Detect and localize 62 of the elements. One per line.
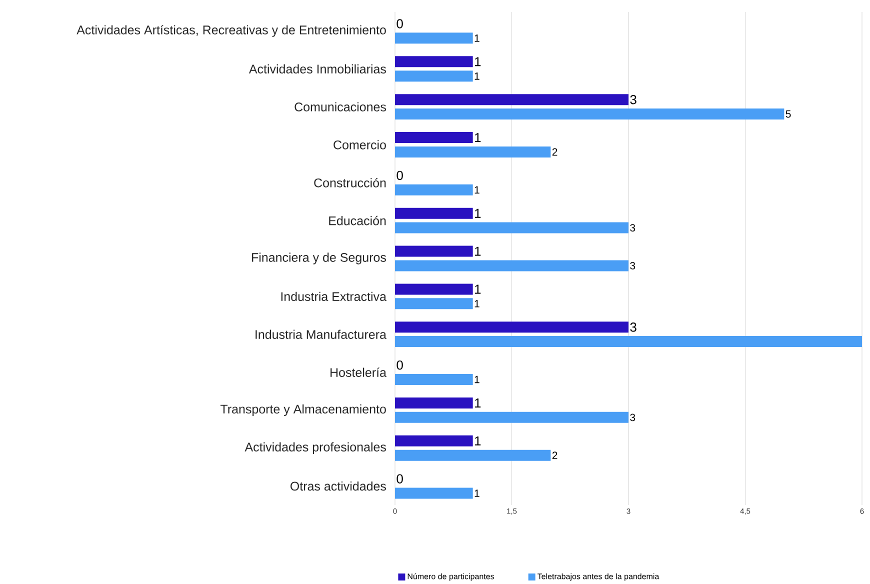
bar bbox=[395, 488, 473, 499]
y-tick-label: Construcción bbox=[314, 178, 386, 188]
bar bbox=[395, 397, 473, 408]
data-label: 3 bbox=[630, 262, 636, 270]
y-tick-label: Educación bbox=[329, 216, 386, 226]
y-tick-label: Financiera y de Seguros bbox=[252, 252, 386, 264]
bar bbox=[395, 322, 629, 333]
y-tick-label: Comercio bbox=[334, 140, 386, 150]
bar bbox=[395, 450, 551, 461]
bar bbox=[395, 94, 629, 106]
data-label: 1 bbox=[475, 208, 481, 218]
y-tick-label: Actividades profesionales bbox=[244, 442, 386, 454]
data-label: 5 bbox=[786, 110, 791, 118]
bar bbox=[395, 374, 473, 385]
bar bbox=[395, 246, 473, 257]
bar bbox=[395, 298, 473, 310]
data-label: 3 bbox=[630, 224, 636, 232]
bar bbox=[395, 146, 551, 158]
data-label: 0 bbox=[396, 360, 403, 370]
bar bbox=[395, 412, 629, 423]
bar bbox=[395, 108, 784, 120]
data-label: 2 bbox=[552, 148, 558, 156]
bar bbox=[395, 260, 629, 272]
bar bbox=[395, 435, 473, 446]
legend-label: Número de participantes bbox=[408, 573, 494, 581]
data-label: 0 bbox=[396, 170, 403, 180]
data-label: 3 bbox=[630, 414, 636, 422]
data-label: 1 bbox=[474, 72, 480, 80]
y-tick-label: Transporte y Almacenamiento bbox=[220, 404, 386, 416]
data-label: 1 bbox=[475, 284, 481, 294]
bar bbox=[395, 284, 473, 295]
data-label: 3 bbox=[630, 95, 636, 104]
bar bbox=[395, 56, 473, 68]
bar bbox=[395, 70, 473, 82]
data-label: 1 bbox=[475, 133, 481, 142]
data-label: 1 bbox=[474, 186, 480, 194]
legend-label: Teletrabajos antes de la pandemia bbox=[538, 573, 660, 581]
data-label: 3 bbox=[630, 322, 636, 332]
y-tick-label: Actividades Artísticas, Recreativas y de Entretenimiento bbox=[76, 25, 386, 37]
data-label: 1 bbox=[475, 436, 481, 446]
data-label: 1 bbox=[474, 34, 480, 42]
y-tick-label: Industria Extractiva bbox=[281, 292, 386, 302]
data-label: 1 bbox=[474, 490, 480, 497]
data-label: 0 bbox=[396, 474, 403, 484]
y-tick-label: Otras actividades bbox=[290, 481, 386, 491]
bar bbox=[395, 132, 473, 144]
y-tick-label: Actividades Inmobiliarias bbox=[248, 64, 386, 74]
bar bbox=[395, 32, 473, 44]
data-label: 1 bbox=[474, 376, 480, 384]
data-label: 1 bbox=[475, 398, 481, 408]
bar bbox=[395, 184, 473, 196]
data-label: 1 bbox=[475, 57, 481, 66]
bar bbox=[395, 222, 629, 234]
bar bbox=[395, 208, 473, 219]
data-label: 2 bbox=[552, 452, 558, 459]
data-label: 1 bbox=[475, 246, 481, 256]
y-tick-label: Comunicaciones bbox=[294, 102, 386, 112]
data-label: 1 bbox=[474, 300, 480, 308]
bar bbox=[395, 336, 862, 348]
data-label: 0 bbox=[396, 19, 403, 28]
y-tick-label: Industria Manufacturera bbox=[256, 330, 386, 339]
y-tick-label: Hostelería bbox=[330, 368, 386, 377]
